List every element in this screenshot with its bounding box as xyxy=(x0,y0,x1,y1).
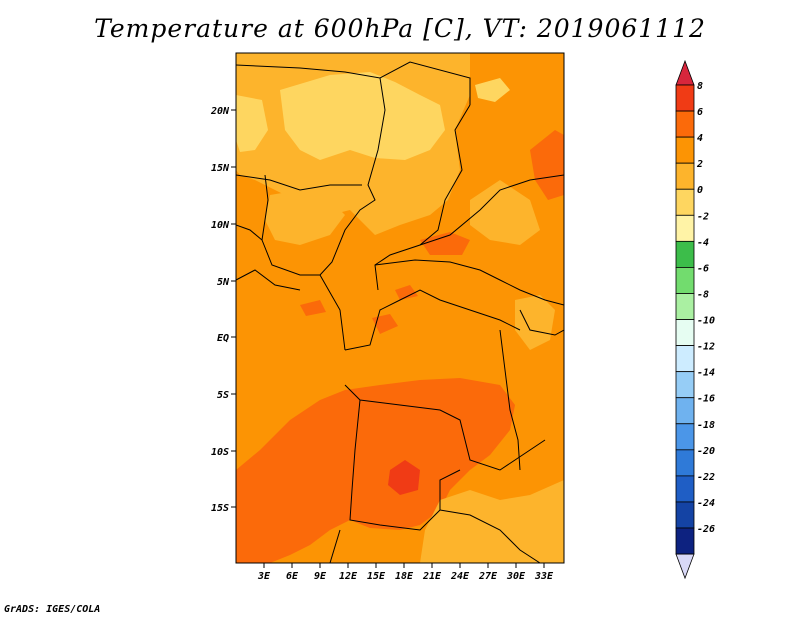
colorbar xyxy=(675,59,695,580)
lon-label: 30E xyxy=(506,571,526,582)
colorbar-segment xyxy=(675,188,695,216)
country-borders xyxy=(236,61,564,563)
colorbar-label: -10 xyxy=(697,316,715,327)
field-warm-light-sahel xyxy=(265,190,345,245)
field-warm-light-se xyxy=(420,480,564,563)
colorbar-segment xyxy=(675,423,695,451)
lon-label: 21E xyxy=(422,571,442,582)
colorbar-label: -22 xyxy=(697,472,715,483)
colorbar-label: -18 xyxy=(697,420,715,431)
field-mild-north-east xyxy=(475,78,510,102)
colorbar-segment xyxy=(675,84,695,112)
lon-labels: 3E 6E 9E 12E 15E 18E 21E 24E 27E 30E 33E xyxy=(257,571,554,582)
colorbar-segment xyxy=(675,267,695,294)
field-hot-central xyxy=(420,232,470,255)
lat-labels: 20N 15N 10N 5N EQ 5S 10S 15S xyxy=(210,106,230,514)
colorbar-label: 8 xyxy=(697,81,703,92)
lon-label: 18E xyxy=(395,571,414,582)
colorbar-segment xyxy=(675,371,695,399)
colorbar-segment xyxy=(675,162,695,190)
field-mild-north-west xyxy=(236,95,268,152)
colorbar-segment xyxy=(675,293,695,320)
colorbar-label: -16 xyxy=(697,394,715,405)
lat-label: 5N xyxy=(217,277,230,288)
map-title: Temperature at 600hPa [C], VT: 201906111… xyxy=(94,14,706,43)
colorbar-segment xyxy=(675,345,695,373)
colorbar-segment xyxy=(675,475,695,503)
colorbar-label: -20 xyxy=(697,446,715,457)
lat-label: EQ xyxy=(217,333,229,344)
grads-credit: GrADS: IGES/COLA xyxy=(4,604,101,615)
colorbar-label: -6 xyxy=(697,263,709,274)
field-warm-light-ne xyxy=(470,180,540,245)
field-hot-patch-a xyxy=(395,285,418,300)
colorbar-label: -24 xyxy=(697,498,715,509)
colorbar-segment xyxy=(675,136,695,164)
colorbar-label: -2 xyxy=(697,211,709,222)
colorbar-label: -14 xyxy=(697,368,715,379)
field-mild-north-center xyxy=(280,72,445,160)
lon-label: 27E xyxy=(478,571,498,582)
field-hot-east xyxy=(530,130,564,200)
colorbar-label: -26 xyxy=(697,524,715,535)
colorbar-label: 6 xyxy=(697,107,703,118)
colorbar-label: 0 xyxy=(697,185,703,196)
colorbar-segment xyxy=(675,319,695,347)
colorbar-segment xyxy=(675,449,695,477)
field-lake-region xyxy=(515,295,555,350)
field-hot-congo xyxy=(372,314,398,334)
lon-label: 15E xyxy=(367,571,386,582)
colorbar-segment xyxy=(675,501,695,529)
colorbar-label: 4 xyxy=(697,133,703,144)
lat-label: 15S xyxy=(211,503,229,514)
colorbar-labels: 8 6 4 2 0 -2 -4 -6 -8 -10 -12 -14 -16 -18 -20 -22 -24 -26 xyxy=(696,81,715,535)
colorbar-segment xyxy=(675,110,695,138)
colorbar-label: -8 xyxy=(697,289,709,300)
colorbar-segment xyxy=(675,527,695,555)
colorbar-segment xyxy=(675,397,695,425)
lat-label: 10S xyxy=(211,447,229,458)
colorbar-arrow-bottom xyxy=(675,553,695,580)
lat-ticks xyxy=(231,109,236,508)
colorbar-segment xyxy=(675,214,695,242)
lat-label: 5S xyxy=(217,390,229,401)
field-hottest-angola xyxy=(388,460,420,495)
lon-label: 12E xyxy=(339,571,358,582)
field-hot-patch-b xyxy=(300,300,326,316)
lon-label: 3E xyxy=(257,571,271,582)
colorbar-label: 2 xyxy=(696,159,703,170)
lon-ticks xyxy=(263,563,545,568)
field-hot-south xyxy=(236,378,515,563)
lon-label: 33E xyxy=(534,571,554,582)
temperature-field xyxy=(236,53,564,563)
lon-label: 6E xyxy=(286,571,299,582)
colorbar-arrow-top xyxy=(675,59,695,86)
colorbar-segment xyxy=(675,240,695,268)
colorbar-label: -12 xyxy=(697,342,715,353)
lon-label: 24E xyxy=(450,571,470,582)
lat-label: 20N xyxy=(210,106,230,117)
colorbar-label: -4 xyxy=(697,237,709,248)
lat-label: 15N xyxy=(211,163,230,174)
lon-label: 9E xyxy=(314,571,327,582)
map-frame xyxy=(235,52,565,564)
lat-label: 10N xyxy=(211,220,230,231)
